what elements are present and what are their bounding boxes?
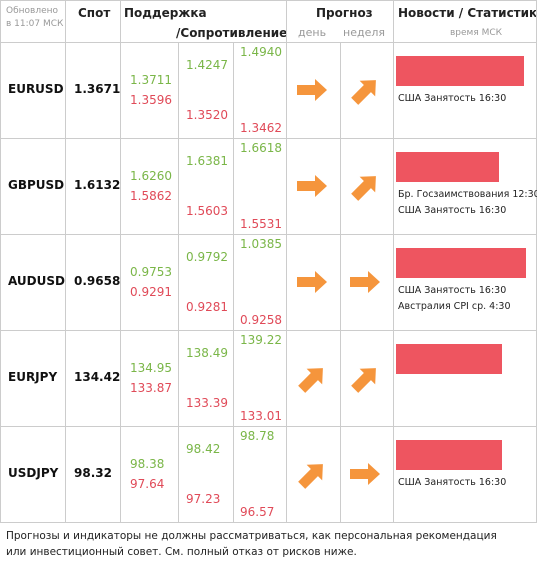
support-level: 97.64 [130,477,165,491]
resistance-level: 0.9753 [130,265,172,279]
forecast-arrow [351,368,376,393]
support-level: 1.5862 [130,189,172,203]
border [0,0,1,522]
spot: 1.3671 [74,82,121,96]
updated-label: Обновлено [6,6,59,16]
resistance-header: /Сопротивление [176,26,288,40]
forecast-arrow [297,175,327,197]
pair: USDJPY [8,466,59,480]
divider [65,0,66,522]
resistance-level: 0.9792 [186,250,228,264]
news-bar [396,56,524,86]
resistance-level: 1.3711 [130,73,172,87]
forecast-arrow [297,271,327,293]
support-level: 1.5603 [186,204,228,218]
news-item: США Занятость 16:30 [398,477,507,488]
support-level: 133.01 [240,409,282,423]
support-level: 133.39 [186,396,228,410]
news-item: США Занятость 16:30 [398,205,507,216]
forecast-arrow [298,464,323,489]
divider [120,0,121,522]
pair: EURJPY [8,370,58,384]
divider [340,42,341,522]
resistance-level: 134.95 [130,361,172,375]
forecast-header: Прогноз [316,6,373,20]
support-level: 97.23 [186,492,221,506]
support-level: 1.5531 [240,217,282,231]
news-bar [396,248,526,278]
day-header: день [298,26,327,39]
divider [233,42,234,522]
news-item: Австралия CPI ср. 4:30 [398,301,511,312]
row-divider [0,138,537,139]
week-header: неделя [343,26,385,39]
row-divider [0,42,537,43]
forecast-arrow [298,368,323,393]
news-item: США Занятость 16:30 [398,285,507,296]
resistance-level: 1.4940 [240,45,282,59]
forecast-arrow [350,271,380,293]
news-bar [396,440,502,470]
divider [393,0,394,522]
resistance-level: 98.38 [130,457,165,471]
divider [286,0,287,522]
spot: 0.9658 [74,274,121,288]
row-divider [0,330,537,331]
resistance-level: 139.22 [240,333,282,347]
divider [178,42,179,522]
updated-time: в 11:07 МСК [6,19,64,29]
pair: EURUSD [8,82,64,96]
forecast-arrow [351,80,376,105]
support-level: 0.9291 [130,285,172,299]
border [0,0,537,1]
support-level: 0.9281 [186,300,228,314]
resistance-level: 1.0385 [240,237,282,251]
resistance-level: 1.4247 [186,58,228,72]
disclaimer: Прогнозы и индикаторы не должны рассматр… [6,530,497,558]
support-level: 0.9258 [240,313,282,327]
resistance-level: 1.6618 [240,141,282,155]
spot: 134.42 [74,370,121,384]
support-level: 133.87 [130,381,172,395]
support-level: 1.3520 [186,108,228,122]
pair: AUDUSD [8,274,65,288]
time-header: время МСК [450,28,503,38]
row-divider [0,426,537,427]
news-item: Бр. Госзаимствования 12:30 [398,189,537,200]
support-header: Поддержка [124,6,207,20]
spot: 1.6132 [74,178,121,192]
resistance-level: 138.49 [186,346,228,360]
row-divider [0,234,537,235]
news-header: Новости / Статистика [398,6,537,20]
forecast-arrow [350,463,380,485]
news-item: США Занятость 16:30 [398,93,507,104]
resistance-level: 98.42 [186,442,221,456]
forecast-arrow [351,176,376,201]
spot-header: Спот [78,6,111,20]
support-level: 1.3462 [240,121,282,135]
pair: GBPUSD [8,178,65,192]
spot: 98.32 [74,466,112,480]
border [0,522,537,523]
forecast-arrow [297,79,327,101]
resistance-level: 1.6260 [130,169,172,183]
resistance-level: 98.78 [240,429,275,443]
resistance-level: 1.6381 [186,154,228,168]
support-level: 1.3596 [130,93,172,107]
news-bar [396,344,502,374]
news-bar [396,152,499,182]
support-level: 96.57 [240,505,275,519]
